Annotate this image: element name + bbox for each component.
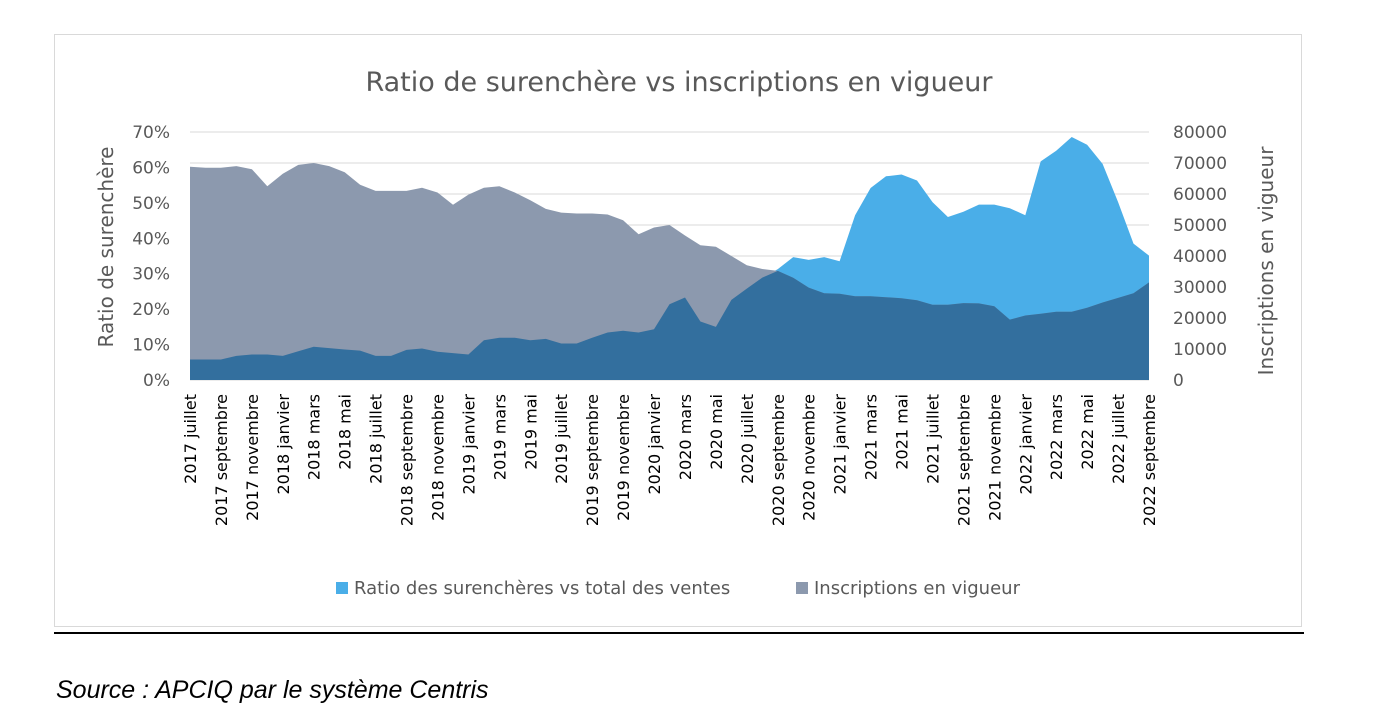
left-axis-ticks: 0% 10% 20% 30% 40% 50% 60% 70% — [132, 123, 170, 391]
x-tick-label: 2018 mars — [305, 394, 324, 480]
x-tick-label: 2018 janvier — [274, 394, 293, 495]
chart-frame: Ratio de surenchère vs inscriptions en v… — [54, 34, 1302, 627]
chart: Ratio de surenchère vs inscriptions en v… — [94, 67, 1278, 599]
x-tick-label: 2021 mars — [862, 394, 881, 480]
x-tick-label: 2020 mai — [707, 394, 726, 470]
y-axis-left-label: Ratio de surenchère — [94, 147, 118, 348]
x-tick-label: 2022 mai — [1078, 394, 1097, 470]
chart-title: Ratio de surenchère vs inscriptions en v… — [365, 67, 993, 98]
x-tick-label: 2021 janvier — [831, 394, 850, 495]
x-tick-label: 2021 juillet — [924, 394, 943, 484]
right-tick-label: 20000 — [1173, 309, 1227, 329]
right-tick-label: 50000 — [1173, 216, 1227, 236]
x-tick-label: 2019 novembre — [614, 394, 633, 521]
divider-rule — [54, 632, 1304, 634]
legend: Ratio des surenchères vs total des vente… — [336, 578, 1021, 599]
legend-swatch-inscriptions — [796, 582, 808, 594]
x-tick-label: 2021 septembre — [954, 394, 973, 526]
x-tick-label: 2017 juillet — [181, 394, 200, 484]
x-tick-label: 2020 janvier — [645, 394, 664, 495]
x-tick-label: 2020 juillet — [738, 394, 757, 484]
left-tick-label: 30% — [132, 265, 170, 285]
left-tick-label: 70% — [132, 123, 170, 143]
x-tick-label: 2018 juillet — [367, 394, 386, 484]
x-tick-label: 2020 mars — [676, 394, 695, 480]
x-tick-label: 2018 novembre — [429, 394, 448, 521]
right-tick-label: 0 — [1173, 371, 1184, 391]
x-tick-label: 2019 juillet — [552, 394, 571, 484]
x-tick-label: 2018 septembre — [398, 394, 417, 526]
left-tick-label: 20% — [132, 300, 170, 320]
plot-areas — [190, 137, 1149, 380]
x-tick-label: 2021 mai — [893, 394, 912, 470]
right-tick-label: 40000 — [1173, 247, 1227, 267]
left-tick-label: 50% — [132, 194, 170, 214]
legend-swatch-ratio — [336, 582, 348, 594]
series-area-overlap — [190, 270, 1149, 380]
left-tick-label: 0% — [143, 371, 170, 391]
right-tick-label: 10000 — [1173, 340, 1227, 360]
x-tick-label: 2022 mars — [1047, 394, 1066, 480]
x-tick-label: 2022 septembre — [1140, 394, 1159, 526]
left-tick-label: 60% — [132, 158, 170, 178]
right-axis-ticks: 0 10000 20000 30000 40000 50000 60000 70000 8000… — [1173, 123, 1227, 391]
x-tick-label: 2018 mai — [336, 394, 355, 470]
right-tick-label: 80000 — [1173, 123, 1227, 143]
x-tick-label: 2021 novembre — [985, 394, 1004, 521]
x-tick-label: 2017 novembre — [243, 394, 262, 521]
x-tick-label: 2020 novembre — [800, 394, 819, 521]
right-tick-label: 70000 — [1173, 154, 1227, 174]
x-tick-label: 2019 mars — [490, 394, 509, 480]
x-axis-ticks: 2017 juillet 2017 septembre 2017 novembre 2… — [181, 394, 1159, 527]
left-tick-label: 10% — [132, 336, 170, 356]
x-tick-label: 2017 septembre — [212, 394, 231, 526]
x-tick-label: 2022 janvier — [1016, 394, 1035, 495]
source-note: Source : APCIQ par le système Centris — [56, 676, 489, 704]
right-tick-label: 60000 — [1173, 185, 1227, 205]
x-tick-label: 2019 janvier — [459, 394, 478, 495]
x-tick-label: 2019 septembre — [583, 394, 602, 526]
legend-label-ratio: Ratio des surenchères vs total des vente… — [354, 578, 730, 599]
left-tick-label: 40% — [132, 229, 170, 249]
right-tick-label: 30000 — [1173, 278, 1227, 298]
x-tick-label: 2022 juillet — [1109, 394, 1128, 484]
x-tick-label: 2019 mai — [521, 394, 540, 470]
y-axis-right-label: Inscriptions en vigueur — [1254, 146, 1278, 376]
x-tick-label: 2020 septembre — [769, 394, 788, 526]
legend-label-inscriptions: Inscriptions en vigueur — [814, 578, 1021, 599]
